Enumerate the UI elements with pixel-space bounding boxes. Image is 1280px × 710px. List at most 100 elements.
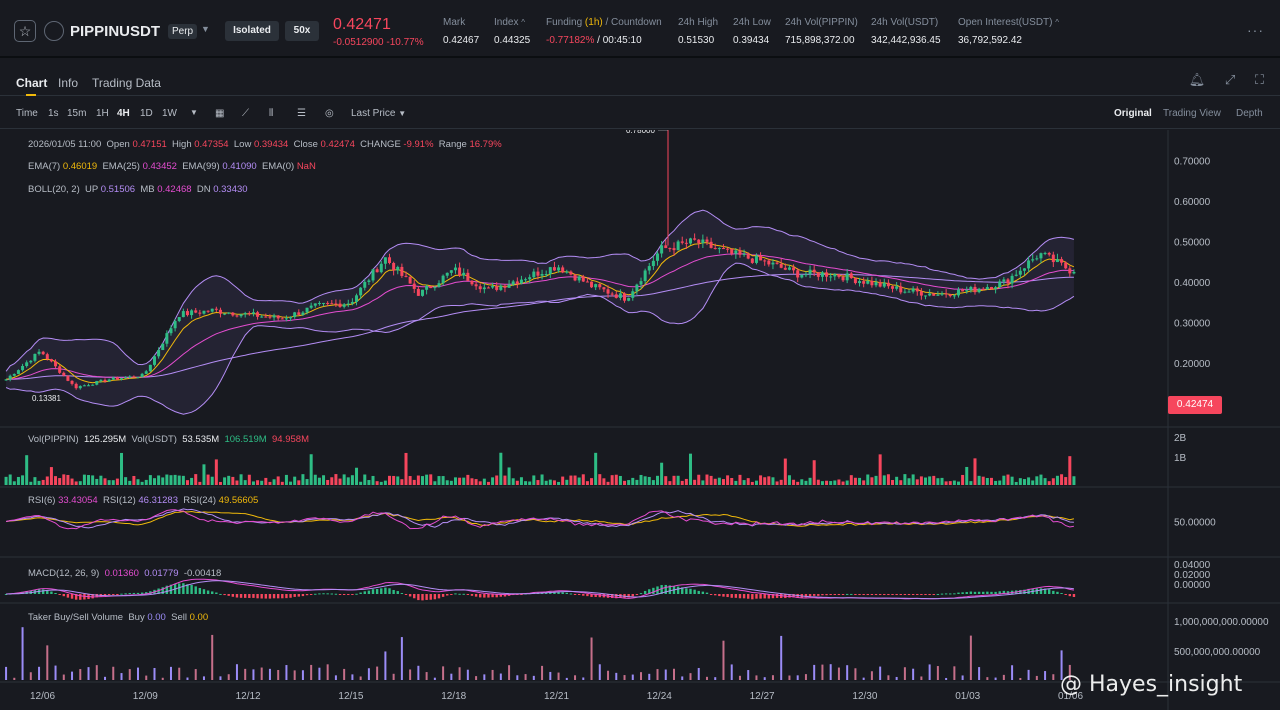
stat-24h-vol-usdt: 24h Vol(USDT) 342,442,936.45 [871, 17, 941, 46]
macd-tick-label: 0.00000 [1174, 580, 1211, 591]
taker-volume-bar [244, 668, 247, 680]
macd-histogram-bar [161, 587, 164, 594]
taker-volume-bar [392, 673, 395, 680]
macd-histogram-bar [940, 593, 944, 595]
macd-histogram-bar [227, 594, 230, 596]
interval-1d[interactable]: 1D [140, 108, 153, 119]
view-trading-view[interactable]: Trading View [1163, 108, 1221, 119]
x-tick-label: 12/06 [30, 691, 55, 702]
view-original[interactable]: Original [1114, 108, 1152, 119]
x-tick-label: 12/18 [441, 691, 466, 702]
taker-volume-bar [79, 669, 82, 680]
candle-body [985, 287, 989, 290]
more-menu-icon[interactable]: ··· [1247, 22, 1264, 38]
symbol-name[interactable]: PIPPINUSDT [70, 23, 161, 40]
candle-body [524, 279, 528, 281]
volume-bar [235, 480, 239, 485]
candle-body [375, 269, 379, 273]
expand-icon[interactable]: ⛶ [1254, 72, 1264, 87]
chart-tabs: Chart Info Trading Data 🔔︎ ⤢ ⛶ [0, 60, 1280, 96]
volume-bar [107, 480, 111, 485]
volume-bar [540, 474, 544, 485]
macd-histogram-bar [58, 594, 61, 595]
taker-volume-bar [978, 667, 981, 680]
stat-index: Index ^ 0.44325 [494, 17, 530, 46]
taker-volume-bar [458, 667, 461, 680]
interval-1h[interactable]: 1H [96, 108, 109, 119]
candle-body [1006, 279, 1010, 284]
alert-bell-icon[interactable]: 🔔︎ [1188, 72, 1206, 87]
candle-body [58, 366, 62, 373]
candle-body [952, 295, 956, 297]
macd-histogram-bar [392, 589, 395, 594]
interval-time[interactable]: Time [16, 108, 38, 119]
macd-histogram-bar [491, 594, 494, 598]
leverage-button[interactable]: 50x [285, 21, 319, 41]
volume-bar [115, 478, 119, 485]
drawing-tool-icon[interactable]: ◎ [325, 108, 334, 119]
kline-chart[interactable]: 0.70000 0.60000 0.50000 0.40000 0.30000 0.200… [0, 130, 1280, 710]
bollinger-upper-line [5, 209, 1075, 372]
taker-volume-bar [994, 677, 997, 680]
volume-bar [322, 475, 326, 485]
interval-4h[interactable]: 4H [117, 108, 130, 119]
stat-label: Mark [443, 17, 466, 28]
macd-histogram-bar [907, 594, 911, 595]
volume-bar [598, 474, 602, 485]
macd-histogram-bar [681, 587, 684, 594]
indicator-icon[interactable]: ⟋ [242, 108, 249, 119]
tab-trading-data[interactable]: Trading Data [92, 76, 161, 90]
macd-histogram-bar [1064, 594, 1067, 595]
candle-body [206, 310, 210, 312]
interval-dropdown-icon[interactable]: ▼ [190, 108, 198, 117]
favorite-star-icon[interactable]: ☆ [14, 20, 36, 42]
candle-body [581, 276, 585, 282]
macd-histogram-bar [219, 593, 222, 595]
volume-bar [841, 481, 845, 485]
taker-volume-bar [598, 664, 601, 680]
volume-bar [8, 474, 12, 485]
macd-histogram-bar [479, 594, 482, 598]
taker-volume-bar [137, 667, 139, 680]
compare-icon[interactable]: ⫴ [269, 108, 274, 119]
price-mode-select[interactable]: Last Price ▼ [351, 108, 407, 119]
stat-label: Index [494, 17, 519, 28]
volume-bar [668, 481, 672, 485]
interval-1w[interactable]: 1W [162, 108, 177, 119]
tab-chart[interactable]: Chart [16, 76, 48, 90]
calendar-icon[interactable]: ▦ [215, 108, 225, 119]
volume-bar [462, 477, 466, 485]
taker-volume-bar [153, 667, 156, 680]
volume-bar [845, 480, 849, 485]
volume-bar [680, 480, 684, 485]
macd-histogram-bar [25, 590, 28, 594]
volume-bar [775, 481, 779, 485]
settings-list-icon[interactable]: ☰ [297, 108, 306, 119]
margin-mode-button[interactable]: Isolated [225, 21, 279, 41]
view-depth[interactable]: Depth [1236, 108, 1263, 119]
taker-volume-bar [128, 669, 131, 680]
tab-info[interactable]: Info [58, 76, 79, 90]
macd-histogram-bar [450, 594, 453, 595]
volume-bar [672, 475, 676, 485]
volume-tick-label: 2B [1174, 433, 1187, 444]
chart-area[interactable]: 0.70000 0.60000 0.50000 0.40000 0.30000 0.200… [0, 130, 1280, 710]
interval-15m[interactable]: 15m [67, 108, 87, 119]
volume-bar [330, 477, 334, 485]
stat-label: 24h Vol(USDT) [871, 17, 939, 28]
macd-histogram-bar [223, 594, 226, 596]
candle-body [78, 386, 82, 389]
symbol-dropdown-icon[interactable]: ▼ [201, 24, 210, 34]
coin-logo-icon [44, 21, 64, 41]
macd-histogram-bar [1060, 592, 1063, 594]
volume-bar [837, 479, 841, 485]
taker-volume-bar [697, 667, 700, 680]
candle-body [482, 287, 486, 290]
candle-body [474, 284, 478, 287]
volume-bar [190, 477, 194, 485]
candle-body [289, 317, 293, 319]
volume-bar [169, 475, 173, 485]
fullscreen-icon[interactable]: ⤢ [1224, 72, 1236, 87]
candle-body [1051, 254, 1055, 263]
interval-1s[interactable]: 1s [48, 108, 59, 119]
